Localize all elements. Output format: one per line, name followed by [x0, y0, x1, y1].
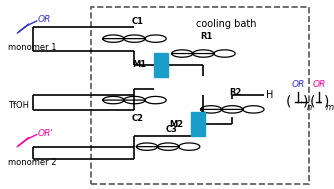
Text: ): ) — [324, 95, 330, 109]
Text: R1: R1 — [200, 32, 213, 41]
Text: m: m — [326, 103, 334, 112]
Text: OR': OR' — [38, 129, 53, 138]
Text: OR: OR — [312, 80, 326, 89]
Text: monomer 2: monomer 2 — [8, 158, 56, 167]
Bar — [191, 112, 205, 136]
Text: monomer 1: monomer 1 — [8, 43, 56, 52]
Text: (: ( — [286, 95, 291, 109]
Text: M2: M2 — [169, 120, 183, 129]
Text: ): ) — [303, 95, 309, 109]
Text: cooling bath: cooling bath — [196, 19, 256, 29]
Text: (: ( — [310, 95, 315, 109]
Text: C2: C2 — [132, 114, 144, 123]
Text: M1: M1 — [132, 60, 146, 69]
Bar — [154, 53, 168, 77]
Text: TfOH: TfOH — [8, 101, 29, 110]
Text: n: n — [307, 103, 312, 112]
Text: R2: R2 — [229, 88, 242, 97]
Text: OR: OR — [38, 15, 51, 24]
Text: H: H — [266, 90, 273, 100]
Text: OR: OR — [291, 80, 305, 89]
Text: C1: C1 — [132, 17, 144, 26]
Text: C3: C3 — [165, 125, 177, 134]
